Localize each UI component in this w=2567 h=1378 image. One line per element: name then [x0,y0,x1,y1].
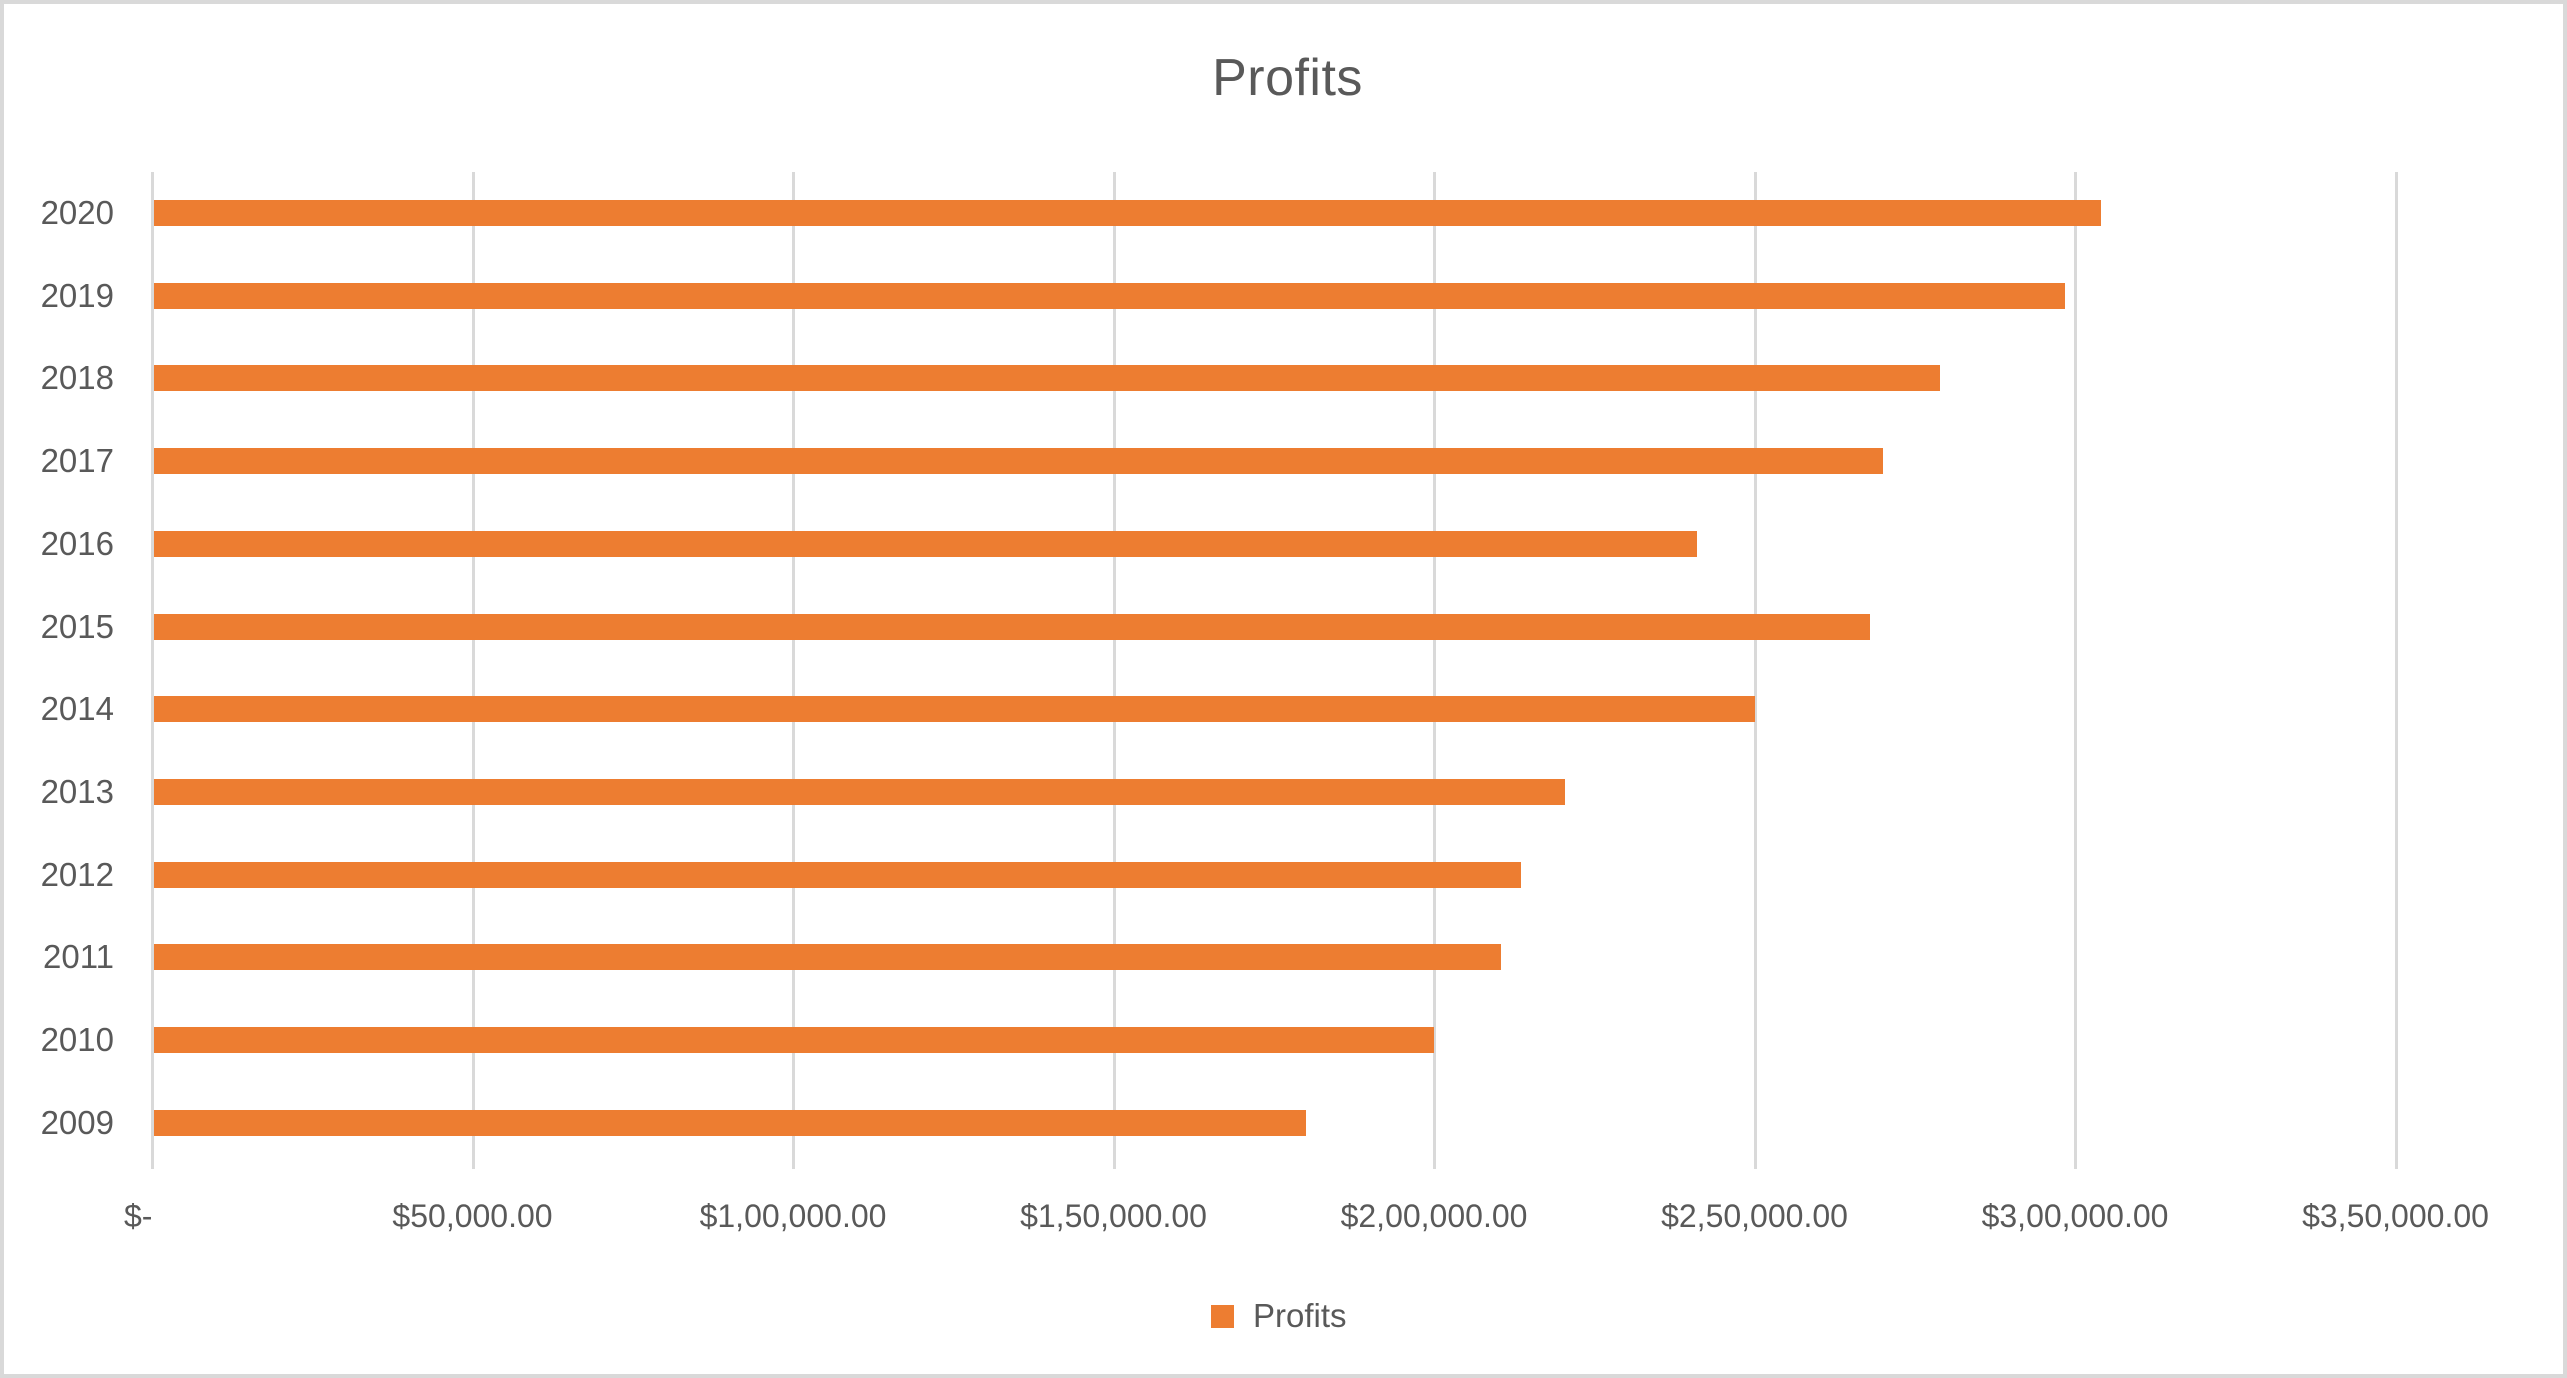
bar-2019[interactable] [154,282,2066,309]
x-axis-tick-label: $2,00,000.00 [1340,1198,1528,1234]
bar-2012[interactable] [154,861,1521,888]
x-axis-tick-label: $2,50,000.00 [1661,1198,1848,1234]
bar-2010[interactable] [154,1027,1434,1053]
bar-2014[interactable] [154,696,1755,723]
gridline [2074,172,2077,1169]
gridline [2394,172,2398,1169]
bar-2016[interactable] [154,530,1697,557]
gridline [151,172,154,1169]
x-axis-tick-label: $1,00,000.00 [699,1198,887,1234]
bar-2018[interactable] [154,365,1941,392]
legend-label: Profits [1253,1297,1347,1334]
gridline [1112,172,1116,1169]
y-axis-category-label: 2018 [40,359,114,397]
y-axis-category-label: 2013 [40,772,114,810]
y-axis-category-label: 2009 [40,1103,114,1141]
x-axis-tick-label: $3,50,000.00 [2302,1198,2489,1234]
x-axis-tick-label: $50,000.00 [392,1198,553,1234]
gridline [1753,172,1757,1169]
bar-2013[interactable] [154,778,1566,805]
x-axis-tick-label: $3,00,000.00 [1981,1198,2169,1234]
bar-2017[interactable] [154,448,1883,475]
x-axis-tick-label: $1,50,000.00 [1020,1198,1207,1234]
gridline [1433,172,1436,1169]
gridline [471,172,475,1169]
x-axis-tick-label: $- [124,1198,153,1234]
y-axis-category-label: 2011 [43,938,114,976]
y-axis-category-label: 2016 [40,524,114,562]
y-axis-category-label: 2014 [40,690,114,728]
legend[interactable]: Profits [1211,1296,1347,1336]
gridline [792,172,795,1169]
bar-2011[interactable] [154,944,1502,971]
legend-swatch-icon [1211,1304,1234,1328]
bar-2009[interactable] [154,1109,1306,1136]
y-axis-category-label: 2010 [40,1021,114,1058]
y-axis-category-label: 2020 [40,194,114,231]
bar-2015[interactable] [154,613,1870,640]
y-axis-category-label: 2012 [40,855,114,893]
chart-title: Profits [1212,49,1363,107]
y-axis-category-label: 2019 [40,276,114,314]
bar-2020[interactable] [154,200,2101,226]
y-axis-category-label: 2017 [40,442,114,480]
y-axis-category-label: 2015 [40,607,114,645]
